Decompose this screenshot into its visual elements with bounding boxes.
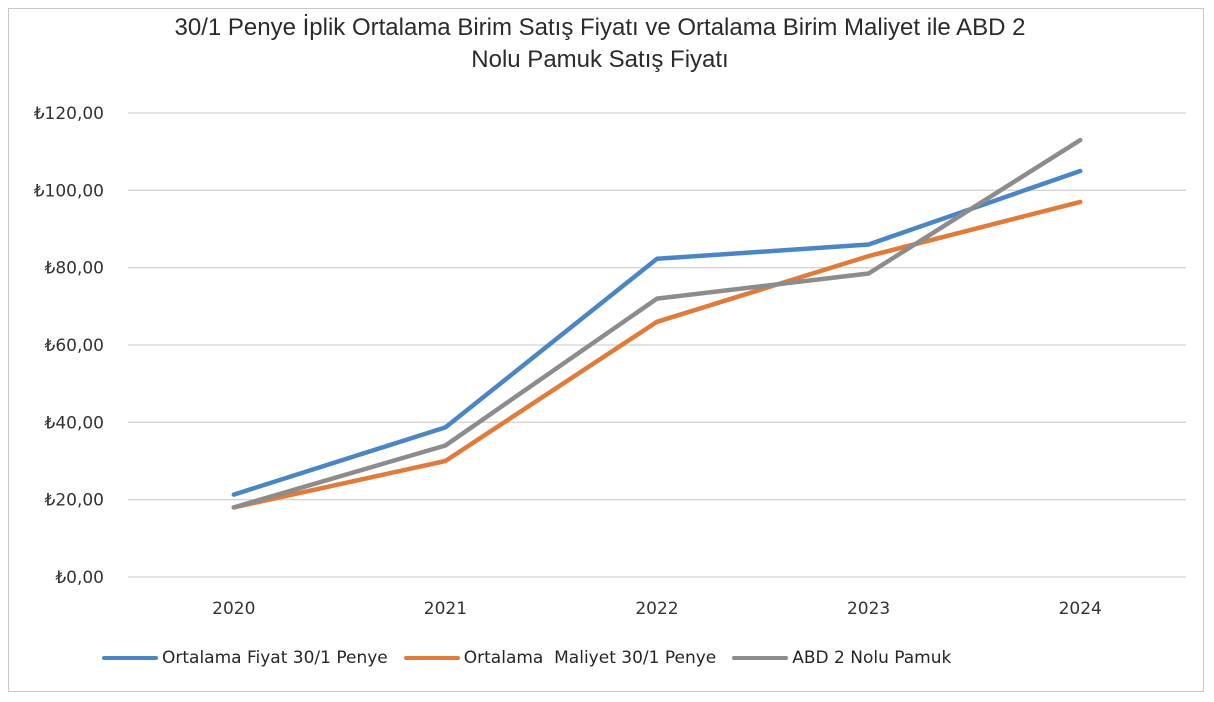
- legend-label: Ortalama Maliyet 30/1 Penye: [463, 648, 717, 668]
- legend-item-1: Ortalama Fiyat 30/1 Penye: [102, 648, 388, 668]
- legend-swatch: [403, 656, 460, 660]
- chart-title-line-1: 30/1 Penye İplik Ortalama Birim Satış Fi…: [174, 14, 1026, 41]
- y-tick-label: ₺60,00: [45, 336, 104, 356]
- y-tick-label: ₺100,00: [34, 181, 104, 201]
- x-axis-tick-labels: 2020 2021 2022 2023 2024: [212, 599, 1102, 619]
- y-tick-label: ₺80,00: [45, 259, 104, 279]
- chart-title: 30/1 Penye İplik Ortalama Birim Satış Fi…: [100, 12, 1100, 76]
- y-tick-label: ₺20,00: [45, 491, 104, 511]
- x-tick-label: 2021: [424, 599, 467, 619]
- y-tick-label: ₺0,00: [55, 568, 104, 588]
- y-axis-tick-labels: ₺0,00 ₺20,00 ₺40,00 ₺60,00 ₺80,00 ₺100,00 ₺120…: [34, 104, 104, 588]
- gridlines: [128, 112, 1186, 578]
- series-line-2: [231, 199, 1083, 510]
- y-tick-label: ₺120,00: [34, 104, 104, 124]
- legend-label: ABD 2 Nolu Pamuk: [792, 648, 952, 668]
- legend: Ortalama Fiyat 30/1 Penye Ortalama Maliye…: [102, 644, 967, 672]
- legend-item-3: ABD 2 Nolu Pamuk: [732, 648, 951, 668]
- chart-frame: [8, 8, 1204, 692]
- series-line-3: [231, 137, 1083, 510]
- x-tick-label: 2022: [635, 599, 678, 619]
- legend-label: Ortalama Fiyat 30/1 Penye: [162, 648, 388, 668]
- x-tick-label: 2024: [1059, 599, 1102, 619]
- y-tick-label: ₺40,00: [45, 413, 104, 433]
- chart-title-line-2: Nolu Pamuk Satış Fiyatı: [471, 46, 729, 73]
- series-lines: [231, 137, 1083, 510]
- x-tick-label: 2023: [847, 599, 890, 619]
- series-line-1: [231, 168, 1083, 497]
- legend-swatch: [102, 656, 158, 660]
- x-tick-label: 2020: [212, 599, 255, 619]
- legend-swatch: [732, 656, 789, 660]
- legend-item-2: Ortalama Maliyet 30/1 Penye: [403, 648, 717, 668]
